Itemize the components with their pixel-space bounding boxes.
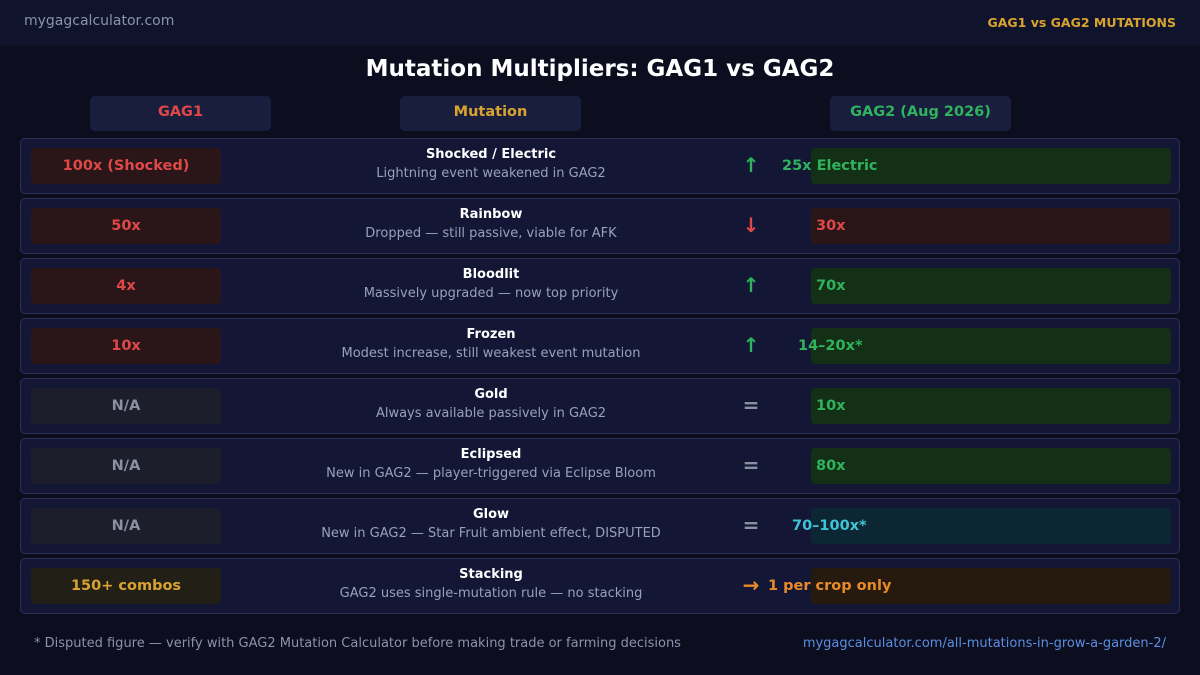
gag1-value: 50x	[31, 208, 221, 244]
top-bar: mygagcalculator.com GAG1 vs GAG2 MUTATIO…	[0, 0, 1200, 46]
site-name[interactable]: mygagcalculator.com	[24, 13, 175, 29]
up-arrow-icon: ↑	[742, 273, 760, 297]
mutation-name: Frozen	[466, 327, 516, 342]
gag2-cell	[811, 148, 1171, 184]
equal-icon: =	[742, 393, 760, 417]
page-title: Mutation Multipliers: GAG1 vs GAG2	[365, 56, 835, 82]
mutation-description: GAG2 uses single-mutation rule — no stac…	[339, 586, 643, 601]
gag2-value: 30x	[816, 218, 846, 234]
mutation-name: Stacking	[459, 567, 523, 582]
gag1-value: 4x	[31, 268, 221, 304]
up-arrow-icon: ↑	[742, 333, 760, 357]
header-badge: GAG1 vs GAG2 MUTATIONS	[987, 15, 1176, 30]
table-row-shocked: 100x (Shocked) Shocked / Electric Lightn…	[20, 138, 1180, 194]
gag2-cell	[811, 508, 1171, 544]
mutation-name: Rainbow	[459, 207, 523, 222]
mutation-description: Massively upgraded — now top priority	[363, 286, 619, 301]
gag1-column-header: GAG1	[90, 96, 271, 131]
mutation-description: Dropped — still passive, viable for AFK	[365, 226, 617, 241]
gag2-cell	[811, 268, 1171, 304]
down-arrow-icon: ↓	[742, 213, 760, 237]
table-row-gold: N/A Gold Always available passively in G…	[20, 378, 1180, 434]
table-row-rainbow: 50x Rainbow Dropped — still passive, via…	[20, 198, 1180, 254]
gag1-value: 150+ combos	[31, 568, 221, 604]
mutation-description: New in GAG2 — Star Fruit ambient effect,…	[321, 526, 661, 541]
gag2-cell	[811, 448, 1171, 484]
mutation-name: Bloodlit	[462, 267, 520, 282]
table-row-frozen: 10x Frozen Modest increase, still weakes…	[20, 318, 1180, 374]
gag2-value: 14–20x*	[798, 338, 863, 354]
gag2-value: 70x	[816, 278, 846, 294]
gag2-value: 70–100x*	[792, 518, 867, 534]
mutation-description: New in GAG2 — player-triggered via Eclip…	[326, 466, 656, 481]
gag1-value: 10x	[31, 328, 221, 364]
gag1-value: N/A	[31, 448, 221, 484]
up-arrow-icon: ↑	[742, 153, 760, 177]
gag1-value: N/A	[31, 508, 221, 544]
table-row-bloodlit: 4x Bloodlit Massively upgraded — now top…	[20, 258, 1180, 314]
gag1-value: 100x (Shocked)	[31, 148, 221, 184]
mutation-column-header: Mutation	[400, 96, 581, 131]
equal-icon: =	[742, 513, 760, 537]
table-row-eclipsed: N/A Eclipsed New in GAG2 — player-trigge…	[20, 438, 1180, 494]
table-row-stacking: 150+ combos Stacking GAG2 uses single-mu…	[20, 558, 1180, 614]
mutation-description: Lightning event weakened in GAG2	[376, 166, 606, 181]
mutation-name: Glow	[472, 507, 510, 522]
mutation-name: Shocked / Electric	[425, 147, 557, 162]
source-link[interactable]: mygagcalculator.com/all-mutations-in-gro…	[802, 636, 1166, 651]
mutation-description: Always available passively in GAG2	[375, 406, 607, 421]
mutation-name: Gold	[474, 387, 508, 402]
gag1-value: N/A	[31, 388, 221, 424]
gag2-cell	[811, 568, 1171, 604]
gag2-cell	[811, 328, 1171, 364]
equal-icon: =	[742, 453, 760, 477]
gag2-value: 1 per crop only	[768, 578, 892, 594]
right-arrow-icon: →	[742, 573, 760, 597]
gag2-value: 25x Electric	[782, 158, 878, 174]
gag2-cell	[811, 208, 1171, 244]
mutation-name: Eclipsed	[460, 447, 522, 462]
gag2-value: 10x	[816, 398, 846, 414]
gag2-column-header: GAG2 (Aug 2026)	[830, 96, 1011, 131]
table-row-glow: N/A Glow New in GAG2 — Star Fruit ambien…	[20, 498, 1180, 554]
gag2-cell	[811, 388, 1171, 424]
footnote: * Disputed figure — verify with GAG2 Mut…	[34, 636, 681, 651]
gag2-value: 80x	[816, 458, 846, 474]
mutation-description: Modest increase, still weakest event mut…	[341, 346, 641, 361]
